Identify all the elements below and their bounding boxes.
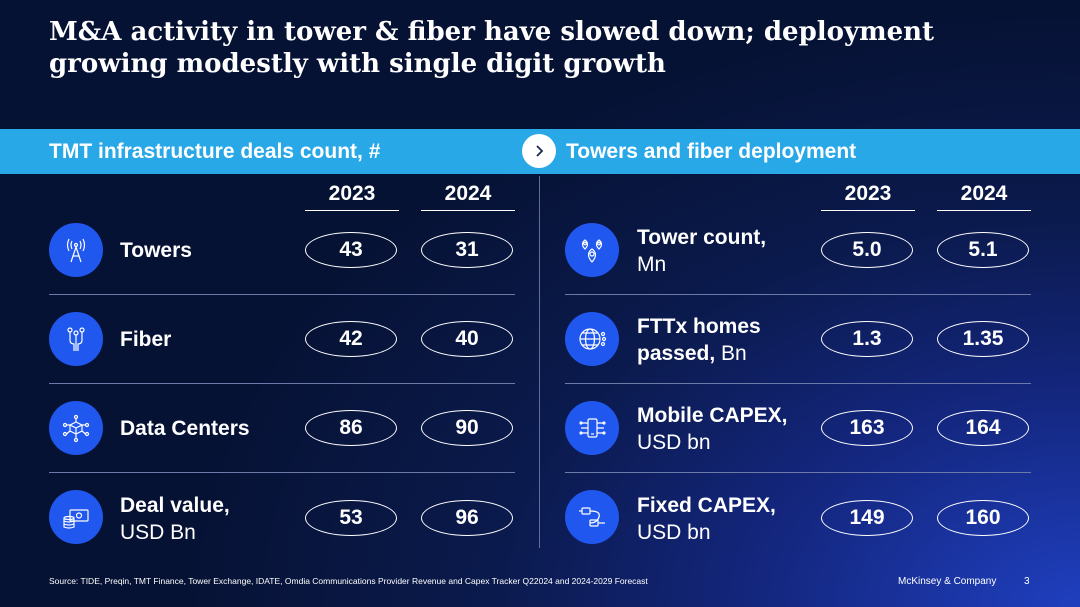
column-divider: [539, 176, 540, 548]
value-fttx-2024: 1.35: [937, 321, 1029, 357]
right-row-separator: [565, 383, 1031, 384]
left-section-header: TMT infrastructure deals count, #: [49, 140, 381, 163]
location-pins-icon: [565, 223, 619, 277]
title-line-2: growing modestly with single digit growt…: [49, 49, 666, 79]
right-row-separator: [565, 294, 1031, 295]
value-tower-count-2024: 5.1: [937, 232, 1029, 268]
row-label-tower-count: Tower count, Mn: [637, 226, 767, 276]
left-row-separator: [49, 294, 515, 295]
left-year-2024: 2024: [421, 182, 515, 211]
row-label-deal-value: Deal value, USD Bn: [120, 494, 230, 544]
right-row-separator: [565, 472, 1031, 473]
row-label-fixed-capex: Fixed CAPEX, USD bn: [637, 494, 776, 544]
left-row-separator: [49, 383, 515, 384]
money-stack-icon: [49, 490, 103, 544]
value-fttx-2023: 1.3: [821, 321, 913, 357]
value-fixed-capex-2024: 160: [937, 500, 1029, 536]
page-number: 3: [1024, 576, 1030, 587]
value-fixed-capex-2023: 149: [821, 500, 913, 536]
value-data-centers-2024: 90: [421, 410, 513, 446]
row-label-mobile-capex: Mobile CAPEX, USD bn: [637, 404, 788, 454]
right-year-2024: 2024: [937, 182, 1031, 211]
value-fiber-2023: 42: [305, 321, 397, 357]
chevron-right-icon: [522, 134, 556, 168]
title-line-1: M&A activity in tower & fiber have slowe…: [49, 17, 935, 47]
mobile-circuit-icon: [565, 401, 619, 455]
globe-network-icon: [565, 312, 619, 366]
value-towers-2024: 31: [421, 232, 513, 268]
left-year-2023: 2023: [305, 182, 399, 211]
row-label-towers: Towers: [120, 239, 192, 262]
value-data-centers-2023: 86: [305, 410, 397, 446]
right-section-header: Towers and fiber deployment: [566, 140, 857, 163]
value-mobile-capex-2024: 164: [937, 410, 1029, 446]
brand-label: McKinsey & Company: [898, 576, 997, 587]
data-center-icon: [49, 401, 103, 455]
value-fiber-2024: 40: [421, 321, 513, 357]
row-label-data-centers: Data Centers: [120, 417, 250, 440]
value-deal-value-2023: 53: [305, 500, 397, 536]
cell-tower-icon: [49, 223, 103, 277]
fiber-icon: [49, 312, 103, 366]
slide-title: M&A activity in tower & fiber have slowe…: [49, 16, 1029, 80]
cable-plug-icon: [565, 490, 619, 544]
value-mobile-capex-2023: 163: [821, 410, 913, 446]
row-label-fiber: Fiber: [120, 328, 172, 351]
row-label-fttx-homes: FTTx homes passed, Bn: [637, 315, 761, 365]
source-note: Source: TIDE, Preqin, TMT Finance, Tower…: [49, 576, 648, 586]
left-row-separator: [49, 472, 515, 473]
value-tower-count-2023: 5.0: [821, 232, 913, 268]
value-deal-value-2024: 96: [421, 500, 513, 536]
right-year-2023: 2023: [821, 182, 915, 211]
value-towers-2023: 43: [305, 232, 397, 268]
